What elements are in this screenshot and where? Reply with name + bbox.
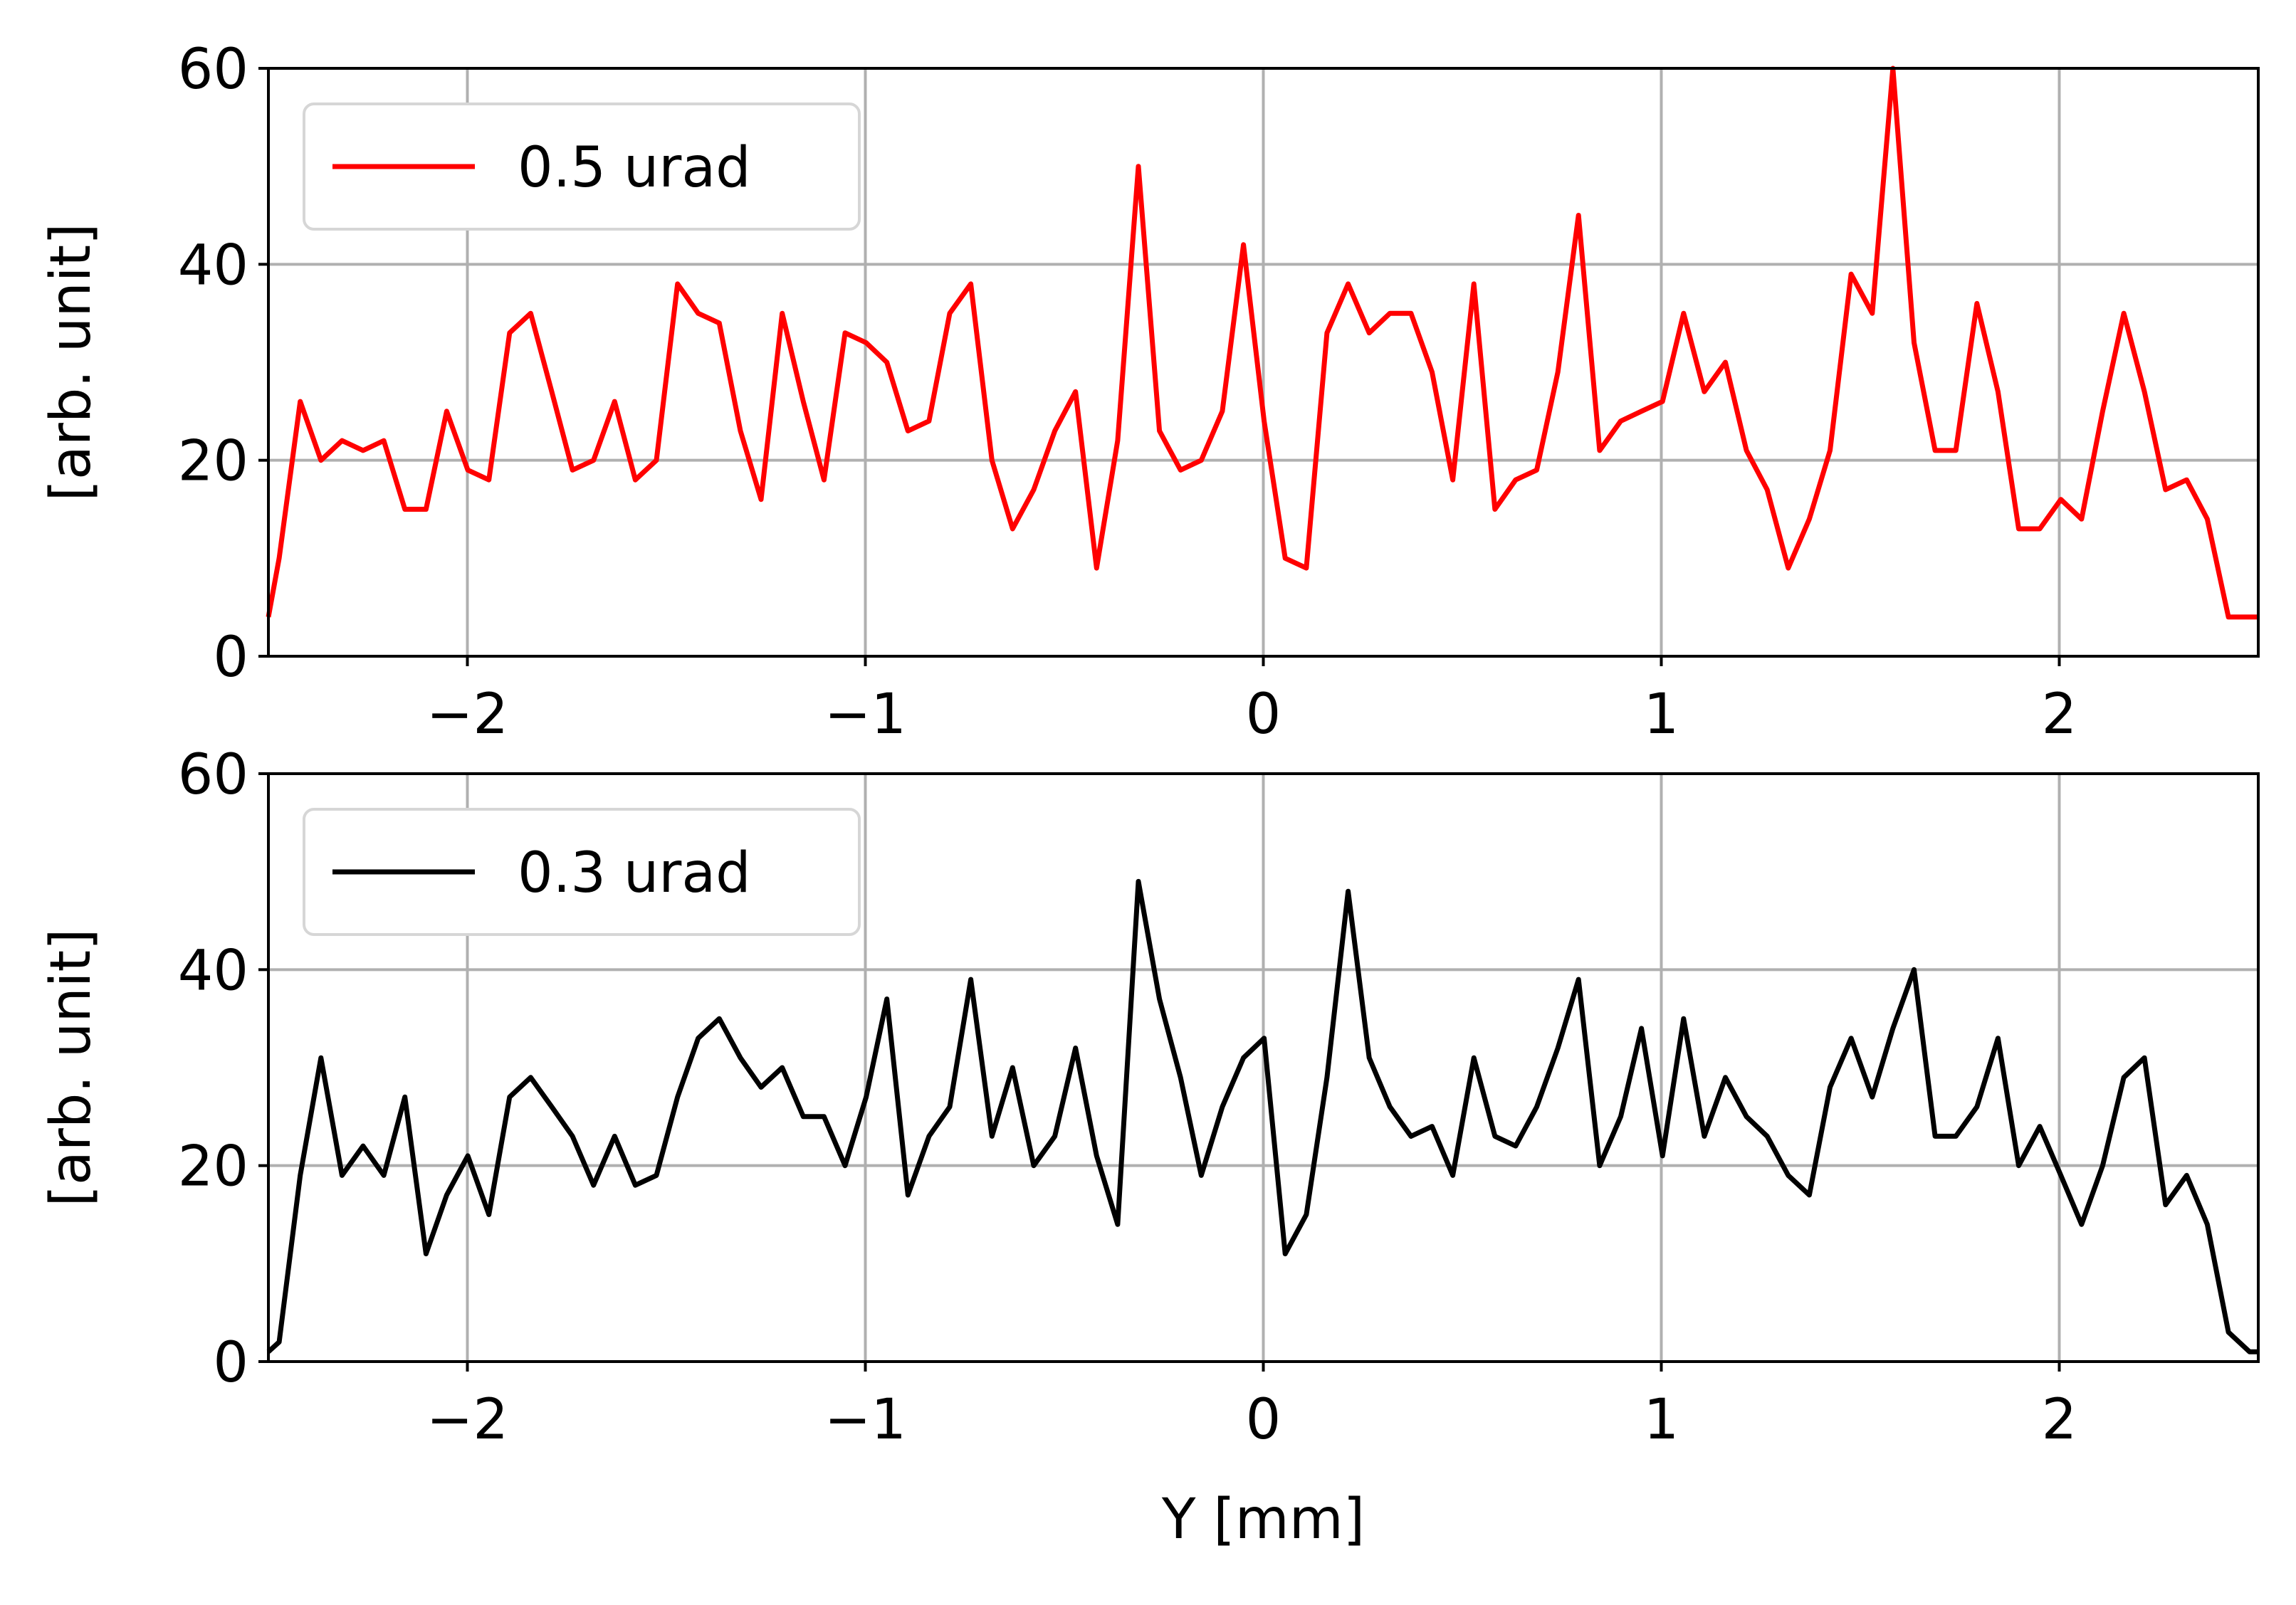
x-tick-label: 2 <box>2042 683 2077 747</box>
y-axis-label: [arb. unit] <box>39 929 103 1207</box>
x-tick-label: −2 <box>426 683 508 747</box>
y-tick-label: 60 <box>178 38 248 102</box>
legend: 0.3 urad <box>303 808 861 936</box>
y-axis-label: [arb. unit] <box>39 223 103 502</box>
series-line-1 <box>266 878 2258 1354</box>
series-line-1 <box>266 65 2258 620</box>
x-tick-label: −1 <box>824 683 906 747</box>
legend-box <box>303 102 861 231</box>
legend-box <box>303 808 861 936</box>
legend-label: 0.5 urad <box>518 136 751 200</box>
x-tick-label: 2 <box>2042 1388 2077 1452</box>
x-tick-label: −2 <box>426 1388 508 1452</box>
legend-label: 0.3 urad <box>518 841 751 905</box>
x-tick-label: −1 <box>824 1388 906 1452</box>
x-tick-label: 1 <box>1644 683 1679 747</box>
y-tick-label: 0 <box>213 1331 248 1395</box>
y-tick-label: 20 <box>178 430 248 494</box>
y-tick-label: 40 <box>178 939 248 1003</box>
y-tick-label: 40 <box>178 233 248 298</box>
x-tick-label: 0 <box>1246 683 1281 747</box>
y-tick-label: 20 <box>178 1135 248 1199</box>
x-tick-label: 1 <box>1644 1388 1679 1452</box>
legend: 0.5 urad <box>303 102 861 231</box>
y-tick-label: 60 <box>178 743 248 807</box>
x-tick-label: 0 <box>1246 1388 1281 1452</box>
x-axis-label: Y [mm] <box>1161 1488 1365 1552</box>
y-tick-label: 0 <box>213 626 248 690</box>
